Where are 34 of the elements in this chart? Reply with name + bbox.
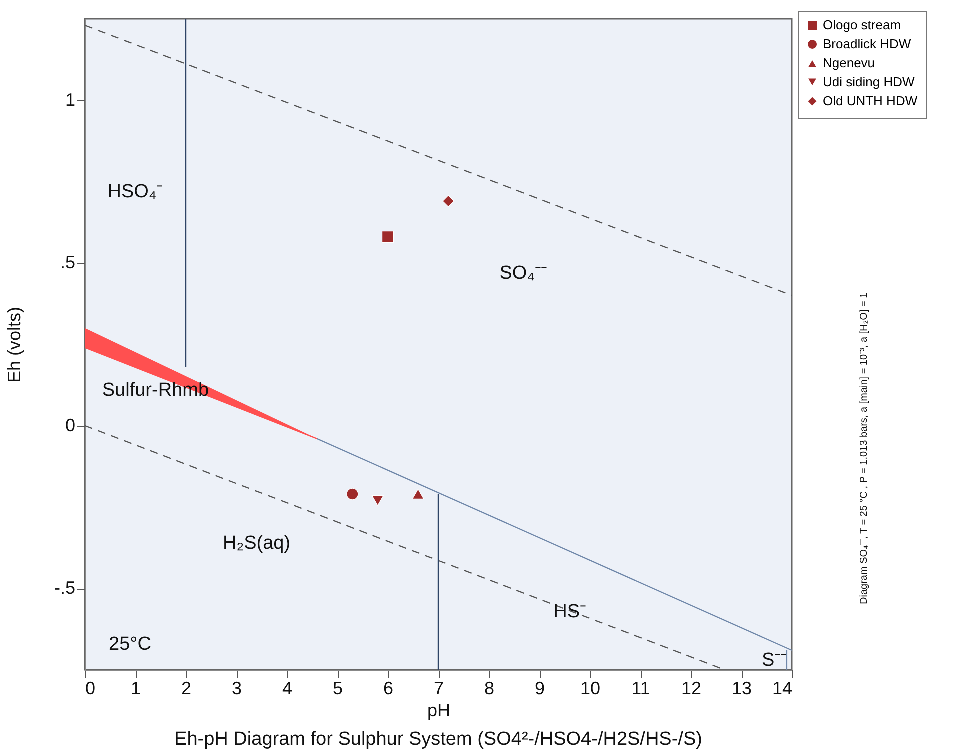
y-tick-label: 0 — [65, 415, 76, 436]
x-tick-label: 6 — [383, 678, 394, 698]
y-axis-title: Eh (volts) — [4, 306, 24, 384]
annotation: S⁻⁻ — [762, 650, 787, 672]
x-tick-label: 10 — [580, 678, 601, 698]
text: Eh-pH Diagram for Sulphur System (SO4²-/HSO4-/H2S/HS-/S) — [174, 729, 702, 750]
x-tick-label: 8 — [484, 678, 495, 698]
x-tick-label: 13 — [732, 678, 752, 698]
x-tick-label: 11 — [632, 678, 650, 698]
x-tick-label: 7 — [434, 678, 444, 698]
legend-label: Broadlick HDW — [823, 36, 912, 52]
text: Diagram SO₄⁻⁻, T = 25 °C , P = 1.013 bars, a [main] = 10⁻³, a [H₂O] = 1 — [859, 292, 870, 604]
x-tick-label: 2 — [181, 678, 192, 698]
legend-label: Old UNTH HDW — [823, 94, 918, 108]
x-tick-label: 3 — [232, 678, 242, 698]
legend-label: Udi siding HDW — [823, 74, 916, 90]
y-tick-label: -.5 — [54, 578, 76, 598]
annotation: 25°C — [109, 634, 152, 655]
x-tick-label: 4 — [282, 678, 293, 698]
legend-label: Ologo stream — [823, 18, 902, 32]
annotation: H₂S(aq) — [223, 533, 291, 554]
x-tick-label: 0 — [86, 678, 96, 698]
legend-label: Ngenevu — [823, 56, 876, 70]
x-axis-title: pH — [427, 700, 451, 720]
x-tick-label: 9 — [534, 678, 546, 698]
y-tick-label: .5 — [60, 252, 76, 273]
x-tick-label: 1 — [130, 678, 142, 698]
x-tick-label: 5 — [332, 678, 344, 698]
y-tick-label: 1 — [65, 90, 76, 110]
annotation: HS⁻ — [554, 601, 586, 622]
x-tick-label: 14 — [772, 678, 792, 698]
annotation: HSO₄⁻ — [108, 182, 163, 203]
x-tick-label: 12 — [681, 678, 702, 698]
annotation: SO₄⁻⁻ — [500, 262, 547, 284]
